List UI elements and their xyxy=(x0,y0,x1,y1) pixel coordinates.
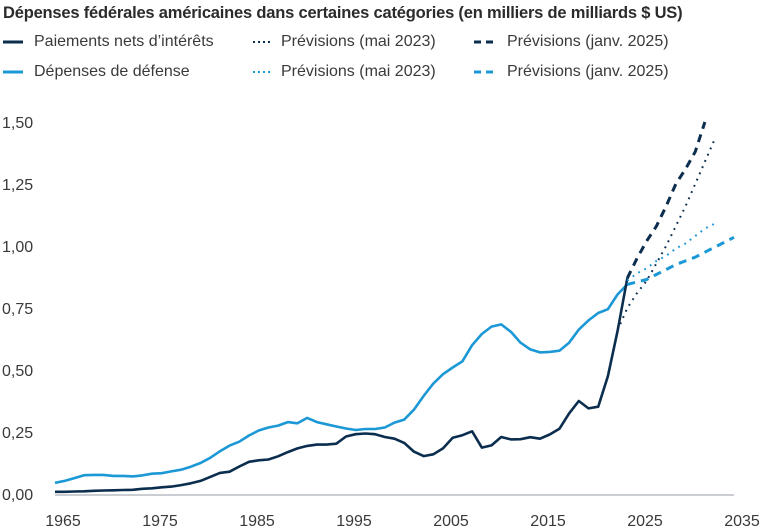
y-tick-label: 1,00 xyxy=(2,239,33,256)
x-tick-label: 2005 xyxy=(433,513,469,530)
y-tick-label: 1,50 xyxy=(2,115,33,132)
y-axis: 0,00 0,25 0,50 0,75 1,00 1,25 1,50 xyxy=(2,115,33,504)
legend-swatch-solid-light xyxy=(3,70,23,74)
legend-label: Prévisions (mai 2023) xyxy=(281,33,436,50)
x-tick-label: 2015 xyxy=(530,513,566,530)
legend-label: Prévisions (janv. 2025) xyxy=(507,63,669,80)
y-tick-label: 0,75 xyxy=(2,301,33,318)
y-tick-label: 0,00 xyxy=(2,487,33,504)
x-tick-label: 1975 xyxy=(142,513,178,530)
legend-swatch-solid-dark xyxy=(3,40,23,44)
legend-swatch-dashed-dark xyxy=(474,40,494,44)
x-tick-label: 1985 xyxy=(239,513,275,530)
legend-item-defense: Dépenses de défense xyxy=(3,63,190,81)
legend-label: Dépenses de défense xyxy=(34,63,190,80)
x-axis: 1965 1975 1985 1995 2005 2015 2025 2035 xyxy=(45,513,760,530)
chart-title: Dépenses fédérales américaines dans cert… xyxy=(3,4,683,22)
series-line-interest-may2023 xyxy=(616,139,716,331)
x-tick-label: 2035 xyxy=(724,513,760,530)
series-layer xyxy=(54,121,735,494)
x-tick-label: 1965 xyxy=(45,513,81,530)
x-tick-label: 1995 xyxy=(336,513,372,530)
legend-item-interest: Paiements nets d’intérêts xyxy=(3,33,214,51)
series-line-interest-jan2025 xyxy=(625,121,707,279)
legend-item-defense-may2023: Prévisions (mai 2023) xyxy=(252,63,436,81)
legend-item-interest-may2023: Prévisions (mai 2023) xyxy=(252,33,436,51)
y-tick-label: 1,25 xyxy=(2,177,33,194)
series-line-defense-actual xyxy=(54,283,629,485)
legend-item-defense-jan2025: Prévisions (janv. 2025) xyxy=(474,63,669,81)
series-line-interest-actual xyxy=(55,277,629,494)
legend-label: Paiements nets d’intérêts xyxy=(34,33,214,50)
legend-label: Prévisions (mai 2023) xyxy=(281,63,436,80)
legend-item-interest-jan2025: Prévisions (janv. 2025) xyxy=(474,33,669,51)
y-tick-label: 0,50 xyxy=(2,363,33,380)
y-tick-label: 0,25 xyxy=(2,425,33,442)
x-tick-label: 2025 xyxy=(627,513,663,530)
series-line-defense-jan2025 xyxy=(626,235,735,286)
legend-swatch-dashed-light xyxy=(474,70,494,74)
legend-label: Prévisions (janv. 2025) xyxy=(507,33,669,50)
